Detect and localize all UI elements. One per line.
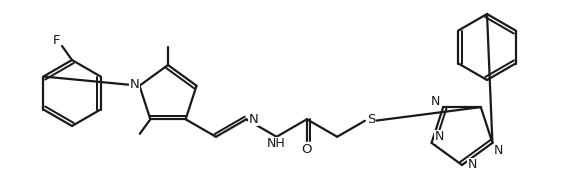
Text: N: N <box>130 78 139 91</box>
Text: N: N <box>467 159 477 171</box>
Text: O: O <box>302 143 312 156</box>
Text: S: S <box>367 113 375 126</box>
Text: N: N <box>494 144 503 157</box>
Text: N: N <box>435 130 444 143</box>
Text: N: N <box>430 95 440 108</box>
Text: NH: NH <box>267 137 286 150</box>
Text: F: F <box>52 34 60 46</box>
Text: N: N <box>249 113 258 126</box>
